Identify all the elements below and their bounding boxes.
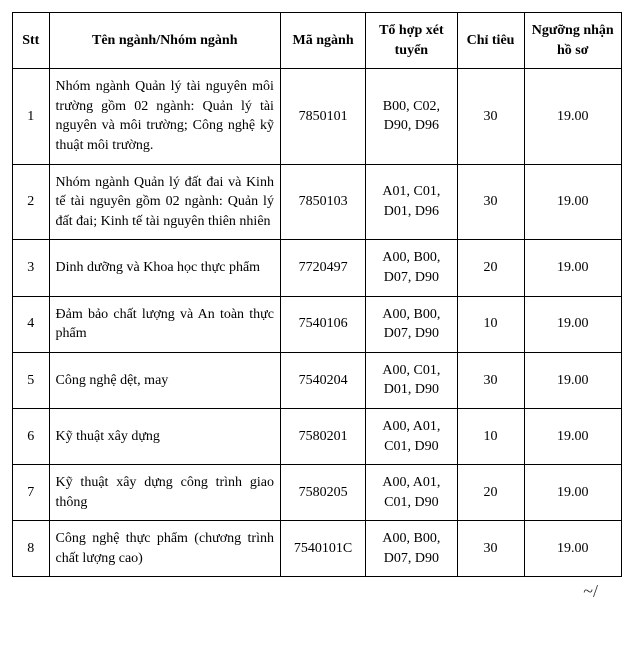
table-row: 2Nhóm ngành Quản lý đất đai và Kinh tế t…	[13, 164, 622, 240]
cell-thresh: 19.00	[524, 521, 621, 577]
table-body: 1Nhóm ngành Quản lý tài nguyên môi trườn…	[13, 69, 622, 577]
cell-stt: 5	[13, 352, 50, 408]
cell-quota: 20	[457, 240, 524, 296]
signature-mark: ~/	[12, 581, 622, 602]
col-combo: Tổ hợp xét tuyển	[366, 13, 457, 69]
cell-code: 7540106	[280, 296, 365, 352]
col-name: Tên ngành/Nhóm ngành	[49, 13, 280, 69]
col-thresh: Ngưỡng nhận hồ sơ	[524, 13, 621, 69]
cell-combo: A00, B00, D07, D90	[366, 296, 457, 352]
cell-stt: 7	[13, 465, 50, 521]
cell-stt: 3	[13, 240, 50, 296]
cell-combo: A00, B00, D07, D90	[366, 240, 457, 296]
cell-code: 7580205	[280, 465, 365, 521]
cell-name: Nhóm ngành Quản lý đất đai và Kinh tế tà…	[49, 164, 280, 240]
cell-thresh: 19.00	[524, 465, 621, 521]
cell-name: Kỹ thuật xây dựng	[49, 408, 280, 464]
cell-thresh: 19.00	[524, 408, 621, 464]
cell-name: Công nghệ thực phẩm (chương trình chất l…	[49, 521, 280, 577]
cell-quota: 30	[457, 69, 524, 164]
table-row: 4Đảm bảo chất lượng và An toàn thực phẩm…	[13, 296, 622, 352]
cell-code: 7540204	[280, 352, 365, 408]
cell-combo: B00, C02, D90, D96	[366, 69, 457, 164]
cell-code: 7580201	[280, 408, 365, 464]
cell-name: Dinh dưỡng và Khoa học thực phẩm	[49, 240, 280, 296]
cell-quota: 20	[457, 465, 524, 521]
cell-combo: A00, A01, C01, D90	[366, 465, 457, 521]
cell-code: 7850103	[280, 164, 365, 240]
majors-table: Stt Tên ngành/Nhóm ngành Mã ngành Tổ hợp…	[12, 12, 622, 577]
cell-thresh: 19.00	[524, 69, 621, 164]
cell-combo: A00, B00, D07, D90	[366, 521, 457, 577]
table-row: 1Nhóm ngành Quản lý tài nguyên môi trườn…	[13, 69, 622, 164]
cell-combo: A01, C01, D01, D96	[366, 164, 457, 240]
col-quota: Chỉ tiêu	[457, 13, 524, 69]
cell-thresh: 19.00	[524, 240, 621, 296]
cell-name: Kỹ thuật xây dựng công trình giao thông	[49, 465, 280, 521]
cell-thresh: 19.00	[524, 296, 621, 352]
cell-name: Đảm bảo chất lượng và An toàn thực phẩm	[49, 296, 280, 352]
col-code: Mã ngành	[280, 13, 365, 69]
cell-stt: 2	[13, 164, 50, 240]
table-row: 8Công nghệ thực phẩm (chương trình chất …	[13, 521, 622, 577]
table-row: 3Dinh dưỡng và Khoa học thực phẩm7720497…	[13, 240, 622, 296]
cell-quota: 10	[457, 408, 524, 464]
cell-stt: 8	[13, 521, 50, 577]
cell-name: Công nghệ dệt, may	[49, 352, 280, 408]
cell-quota: 30	[457, 352, 524, 408]
cell-stt: 4	[13, 296, 50, 352]
table-row: 5Công nghệ dệt, may7540204A00, C01, D01,…	[13, 352, 622, 408]
table-header: Stt Tên ngành/Nhóm ngành Mã ngành Tổ hợp…	[13, 13, 622, 69]
cell-stt: 6	[13, 408, 50, 464]
cell-code: 7720497	[280, 240, 365, 296]
cell-combo: A00, A01, C01, D90	[366, 408, 457, 464]
cell-stt: 1	[13, 69, 50, 164]
cell-thresh: 19.00	[524, 164, 621, 240]
cell-quota: 30	[457, 164, 524, 240]
cell-combo: A00, C01, D01, D90	[366, 352, 457, 408]
col-stt: Stt	[13, 13, 50, 69]
table-row: 7Kỹ thuật xây dựng công trình giao thông…	[13, 465, 622, 521]
cell-code: 7540101C	[280, 521, 365, 577]
cell-thresh: 19.00	[524, 352, 621, 408]
cell-code: 7850101	[280, 69, 365, 164]
cell-name: Nhóm ngành Quản lý tài nguyên môi trường…	[49, 69, 280, 164]
cell-quota: 10	[457, 296, 524, 352]
cell-quota: 30	[457, 521, 524, 577]
table-row: 6Kỹ thuật xây dựng7580201A00, A01, C01, …	[13, 408, 622, 464]
